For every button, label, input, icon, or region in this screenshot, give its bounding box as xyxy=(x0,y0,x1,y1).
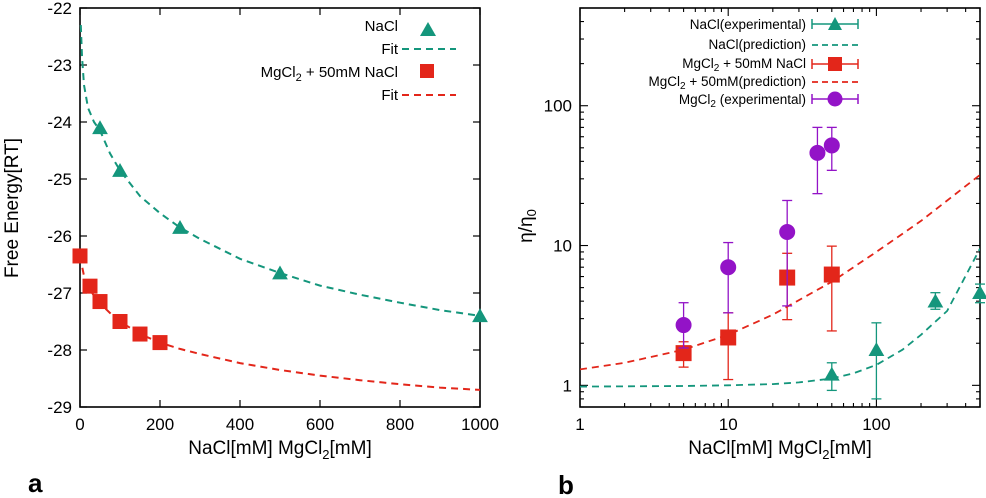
panel-a-point-triangle xyxy=(272,265,288,280)
panel-a-ytick-label: -22 xyxy=(47,0,72,18)
panel-b-point-circle xyxy=(823,137,840,154)
panel-a-ylabel: Free Energy[RT] xyxy=(2,138,23,278)
panel-b-ticks: 1 10 100 1 10 100 xyxy=(544,7,981,434)
panel-a-ytick-label: -24 xyxy=(47,113,72,132)
panel-a-plot-frame xyxy=(79,7,481,408)
panel-a-ticks: 0 200 400 600 800 1000 -29 -28 -27 -26 -25 -24 -23 -2… xyxy=(47,0,498,434)
legend-a-mgcl2-marker xyxy=(420,64,434,78)
legend-b-mgcl2-exp-label: MgCl2 (experimental) xyxy=(679,92,806,110)
legend-b-mgcl2-nacl-label: MgCl2 + 50mM NaCl xyxy=(682,56,806,74)
panel-a-xtick-label: 800 xyxy=(386,415,414,434)
panel-a-point-square xyxy=(112,314,128,329)
legend-b-mgcl2-nacl-marker xyxy=(828,57,842,71)
panel-a-ytick-label: -25 xyxy=(47,170,72,189)
panel-b-point-triangle xyxy=(823,366,840,381)
panel-a-xlabel: NaCl[mM] MgCl2[mM] xyxy=(188,438,372,462)
panel-a-point-square xyxy=(132,326,148,342)
panel-a-point-triangle xyxy=(472,308,488,323)
panel-b-prediction-curve-1 xyxy=(580,248,980,388)
panel-b-point-square xyxy=(720,329,737,346)
panel-a-point-square xyxy=(72,248,88,264)
panel-a-xtick-label: 200 xyxy=(146,415,174,434)
panel-a-ytick-label: -23 xyxy=(47,56,72,75)
legend-a-fit-label: Fit xyxy=(381,41,398,58)
panel-b-xtick-label: 1 xyxy=(575,415,584,434)
panel-b-marks xyxy=(580,126,986,400)
panel-b-xtick-label: 100 xyxy=(862,415,890,434)
panel-b-ylabel: η/η0 xyxy=(516,209,539,243)
legend-b-nacl-exp-marker xyxy=(828,17,842,30)
panel-a-xtick-label: 0 xyxy=(75,415,84,434)
panel-b-xtick-label: 10 xyxy=(719,415,738,434)
panel-b-point-triangle xyxy=(972,285,986,300)
panel-a-marks xyxy=(72,25,488,391)
legend-b-mgcl2-exp-marker xyxy=(827,91,843,107)
panel-a-point-triangle xyxy=(92,120,108,135)
panel-b-point-square xyxy=(823,266,840,283)
legend-a-fit2-label: Fit xyxy=(381,87,398,104)
legend-a-nacl-label: NaCl xyxy=(365,18,398,35)
panel-b-point-triangle xyxy=(868,342,885,357)
panel-a-xtick-label: 1000 xyxy=(461,415,499,434)
legend-a-nacl-marker xyxy=(420,22,436,36)
panel-b-point-square xyxy=(675,345,692,362)
panel-a-xtick-label: 400 xyxy=(226,415,254,434)
legend-a-mgcl2-label: MgCl2 + 50mM NaCl xyxy=(261,64,398,84)
legend-b-nacl-exp-label: NaCl(experimental) xyxy=(690,17,806,32)
panel-b-point-circle xyxy=(779,223,796,240)
panel-b-ytick-label: 10 xyxy=(553,237,572,256)
panel-a-point-triangle xyxy=(172,219,188,234)
panel-a-ytick-label: -26 xyxy=(47,227,72,246)
panel-b-legend: NaCl(experimental) NaCl(prediction) MgCl… xyxy=(649,17,859,110)
panel-a-ytick-label: -29 xyxy=(47,398,72,417)
panel-b-ytick-label: 1 xyxy=(563,376,572,395)
panel-a-legend: NaCl Fit MgCl2 + 50mM NaCl Fit xyxy=(261,18,456,104)
panel-a-point-square xyxy=(152,335,168,351)
panel-b-prediction-curve-3 xyxy=(580,174,980,371)
panel-b-xlabel: NaCl[mM] MgCl2[mM] xyxy=(688,438,872,462)
panel-b-ytick-label: 100 xyxy=(544,97,572,116)
panel-a-xtick-label: 600 xyxy=(306,415,334,434)
legend-b-nacl-pred-label: NaCl(prediction) xyxy=(708,37,806,52)
panel-b-point-circle xyxy=(675,317,692,334)
panel-a-label: a xyxy=(28,468,43,498)
panel-b-point-circle xyxy=(720,259,737,276)
panel-a-ytick-label: -28 xyxy=(47,341,72,360)
panel-a-point-square xyxy=(82,278,98,294)
panel-b-label: b xyxy=(558,470,574,498)
panel-a-point-square xyxy=(92,294,108,310)
panel-a-point-triangle xyxy=(112,162,128,177)
panel-a-ytick-label: -27 xyxy=(47,284,72,303)
panel-b-point-triangle xyxy=(927,293,944,308)
legend-b-mgcl2-pred-label: MgCl2 + 50mM(prediction) xyxy=(649,74,807,92)
panel-b-point-circle xyxy=(809,144,826,161)
panel-b-plot-frame xyxy=(579,7,981,408)
